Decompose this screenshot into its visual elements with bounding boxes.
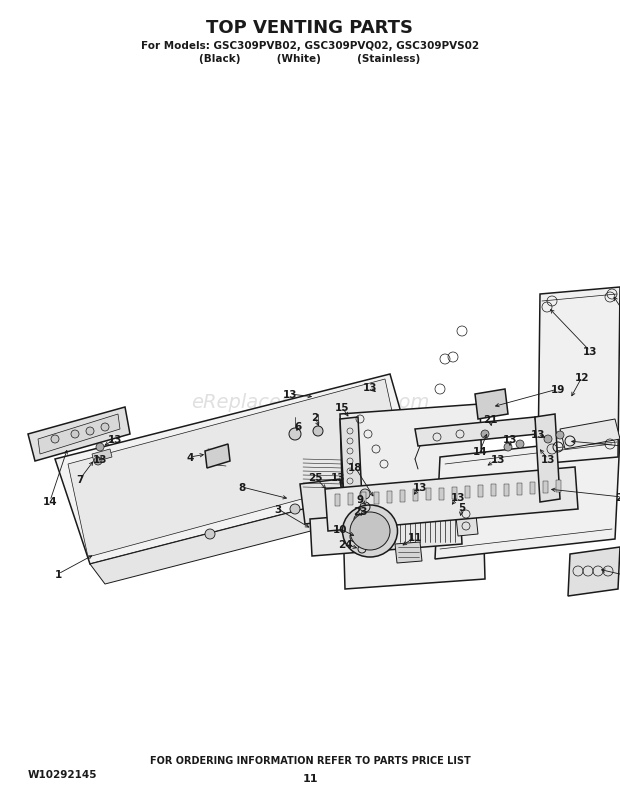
Circle shape: [556, 431, 564, 439]
Circle shape: [516, 440, 524, 448]
Text: 13: 13: [330, 472, 345, 482]
Bar: [426, 488, 431, 500]
Text: 13: 13: [363, 383, 377, 392]
Text: 8: 8: [238, 482, 246, 492]
Text: eReplacementParts.com: eReplacementParts.com: [191, 393, 429, 412]
Text: 25: 25: [308, 472, 322, 482]
Bar: [374, 492, 379, 504]
Circle shape: [96, 444, 104, 452]
Polygon shape: [455, 505, 478, 537]
Circle shape: [290, 504, 300, 514]
Polygon shape: [38, 415, 120, 455]
Polygon shape: [325, 468, 578, 532]
Text: 13: 13: [413, 482, 427, 492]
Polygon shape: [300, 480, 345, 525]
Ellipse shape: [342, 505, 397, 557]
Text: 10: 10: [333, 525, 347, 534]
Bar: [530, 482, 535, 494]
Polygon shape: [340, 418, 362, 501]
Bar: [478, 485, 483, 497]
Text: For Models: GSC309PVB02, GSC309PVQ02, GSC309PVS02: For Models: GSC309PVB02, GSC309PVQ02, GS…: [141, 41, 479, 51]
Bar: [504, 484, 509, 496]
Polygon shape: [55, 375, 420, 565]
Text: 5: 5: [458, 502, 466, 512]
Text: 24: 24: [338, 539, 352, 549]
Bar: [335, 494, 340, 506]
Text: 2: 2: [311, 412, 319, 423]
Bar: [517, 483, 522, 495]
Circle shape: [544, 435, 552, 444]
Circle shape: [205, 529, 215, 539]
Polygon shape: [415, 418, 538, 447]
Text: FOR ORDERING INFORMATION REFER TO PARTS PRICE LIST: FOR ORDERING INFORMATION REFER TO PARTS …: [149, 755, 471, 765]
Text: 12: 12: [575, 373, 589, 383]
Bar: [465, 486, 470, 498]
Text: 18: 18: [348, 463, 362, 472]
Circle shape: [481, 431, 489, 439]
Text: 13: 13: [108, 435, 122, 444]
Text: 7: 7: [76, 475, 84, 484]
Ellipse shape: [350, 512, 390, 550]
Bar: [543, 481, 548, 493]
Polygon shape: [560, 419, 620, 449]
Bar: [439, 488, 444, 500]
Polygon shape: [28, 407, 130, 461]
Text: 13: 13: [541, 455, 556, 464]
Text: 19: 19: [551, 384, 565, 395]
Circle shape: [360, 489, 370, 500]
Text: 21: 21: [483, 415, 497, 424]
Polygon shape: [310, 508, 462, 557]
Text: TOP VENTING PARTS: TOP VENTING PARTS: [206, 19, 414, 37]
Text: 13: 13: [583, 346, 597, 357]
Text: 13: 13: [283, 390, 297, 399]
Polygon shape: [395, 542, 422, 563]
Text: 14: 14: [43, 496, 57, 506]
Text: 13: 13: [451, 492, 465, 502]
Text: 3: 3: [275, 504, 281, 514]
Text: 13: 13: [503, 435, 517, 444]
Text: W10292145: W10292145: [28, 769, 97, 779]
Polygon shape: [90, 480, 435, 585]
Text: 13: 13: [93, 455, 107, 464]
Bar: [387, 491, 392, 503]
Text: 11: 11: [408, 533, 422, 542]
Text: 14: 14: [472, 447, 487, 456]
Circle shape: [94, 457, 102, 465]
Circle shape: [289, 428, 301, 440]
Polygon shape: [68, 379, 405, 557]
Text: 6: 6: [294, 422, 301, 431]
Circle shape: [86, 427, 94, 435]
Bar: [556, 481, 561, 492]
Bar: [361, 492, 366, 504]
Text: 9: 9: [356, 494, 363, 504]
Text: 22: 22: [615, 492, 620, 502]
Polygon shape: [535, 415, 560, 502]
Text: 11: 11: [303, 773, 317, 783]
Text: (Black)          (White)          (Stainless): (Black) (White) (Stainless): [200, 54, 420, 64]
Polygon shape: [475, 390, 508, 419]
Circle shape: [71, 431, 79, 439]
Circle shape: [313, 427, 323, 436]
Circle shape: [101, 423, 109, 431]
Text: 1: 1: [55, 569, 61, 579]
Polygon shape: [435, 437, 620, 559]
Bar: [413, 489, 418, 501]
Bar: [400, 490, 405, 502]
Text: 13: 13: [531, 429, 545, 439]
Polygon shape: [92, 449, 112, 463]
Polygon shape: [568, 547, 620, 596]
Text: 4: 4: [187, 452, 193, 463]
Bar: [348, 493, 353, 505]
Text: 23: 23: [353, 506, 367, 516]
Bar: [452, 487, 457, 499]
Polygon shape: [205, 444, 230, 468]
Text: 15: 15: [335, 403, 349, 412]
Text: 13: 13: [491, 455, 505, 464]
Polygon shape: [340, 404, 485, 589]
Circle shape: [504, 444, 512, 452]
Polygon shape: [538, 288, 620, 464]
Circle shape: [51, 435, 59, 444]
Bar: [491, 484, 496, 496]
